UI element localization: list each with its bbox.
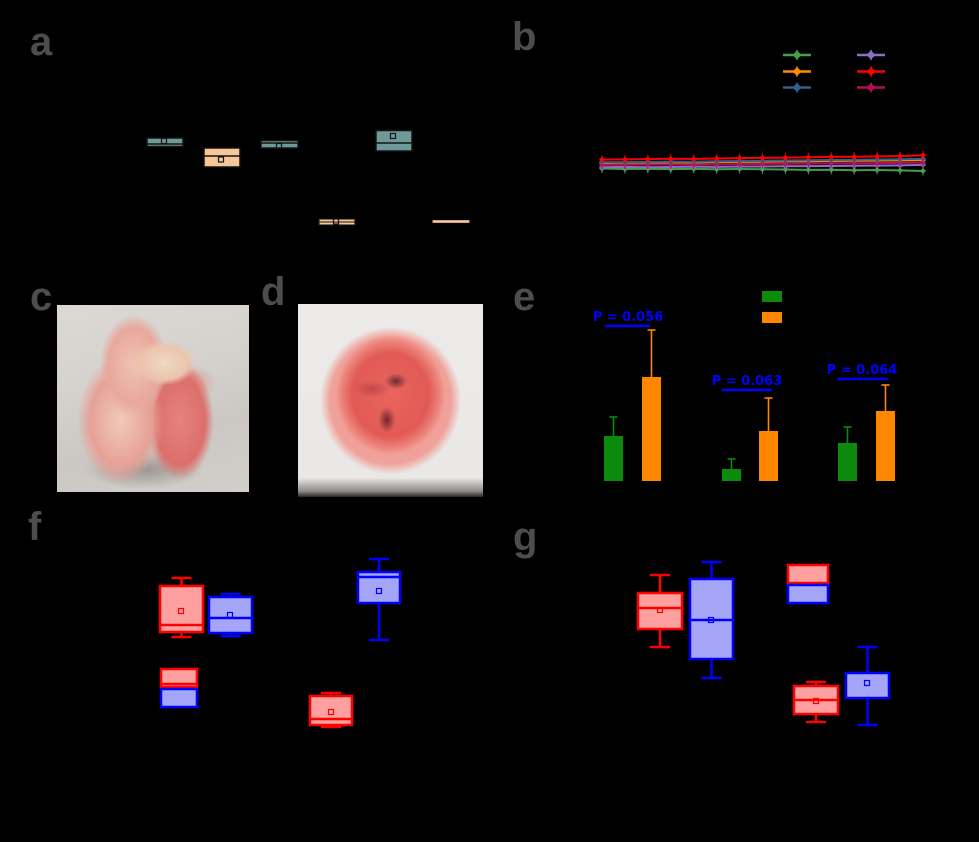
mean-marker <box>160 137 168 145</box>
lung-photo-panel-c <box>57 305 249 492</box>
data-point <box>828 153 835 160</box>
data-point <box>736 155 743 162</box>
box <box>786 563 830 585</box>
panel-label-b: b <box>512 15 537 59</box>
box <box>207 595 254 635</box>
legend-marker-point <box>792 50 802 60</box>
legend-marker-point <box>866 83 876 92</box>
mean-marker <box>226 611 234 619</box>
mean-marker <box>375 587 383 595</box>
mean-marker <box>177 607 185 615</box>
box <box>786 583 830 605</box>
box <box>146 137 184 148</box>
box <box>159 667 199 689</box>
data-point <box>920 168 926 174</box>
legend-swatch <box>762 312 782 323</box>
data-point <box>690 156 697 162</box>
data-point <box>713 155 720 162</box>
data-point <box>805 154 812 161</box>
mean-marker <box>327 708 335 716</box>
bar <box>838 443 857 481</box>
mean-marker <box>812 697 820 705</box>
panel-label-d: d <box>261 270 286 314</box>
bar <box>604 436 623 481</box>
legend-swatch <box>762 291 782 302</box>
p-value-label: P = 0.063 <box>712 374 783 389</box>
bar <box>722 469 741 481</box>
panel-label-f: f <box>28 505 42 549</box>
box <box>432 220 470 223</box>
box <box>308 694 354 727</box>
bar <box>876 411 895 481</box>
box <box>260 139 299 149</box>
data-point <box>897 153 904 160</box>
bar <box>642 377 661 481</box>
legend-marker-point <box>866 67 876 76</box>
mean-marker <box>275 142 283 150</box>
mean-marker <box>656 606 664 614</box>
data-point <box>667 155 674 162</box>
panel-label-e: e <box>513 275 536 319</box>
data-point <box>621 156 628 163</box>
data-point <box>782 154 789 161</box>
data-point <box>920 152 926 159</box>
legend-marker-point <box>792 83 802 92</box>
data-point <box>897 167 904 174</box>
p-value-label: P = 0.056 <box>593 310 664 325</box>
panel-label-g: g <box>513 515 538 559</box>
mean-marker <box>389 132 397 140</box>
box <box>636 591 684 631</box>
legend-marker-point <box>792 67 802 76</box>
bar <box>759 431 778 481</box>
mean-marker <box>217 156 225 163</box>
legend-marker-point <box>866 50 876 60</box>
mean-marker <box>863 679 871 687</box>
data-point <box>599 156 605 163</box>
panel-label-c: c <box>30 275 53 319</box>
lung-photo-panel-d <box>298 304 483 497</box>
box <box>159 687 199 709</box>
p-value-label: P = 0.064 <box>827 363 898 378</box>
data-point <box>759 154 766 161</box>
mean-marker <box>707 616 715 624</box>
data-point <box>874 153 881 160</box>
data-point <box>644 156 651 163</box>
mean-marker <box>332 218 340 225</box>
box <box>375 129 413 152</box>
panel-label-a: a <box>30 20 53 64</box>
data-point <box>851 153 858 160</box>
